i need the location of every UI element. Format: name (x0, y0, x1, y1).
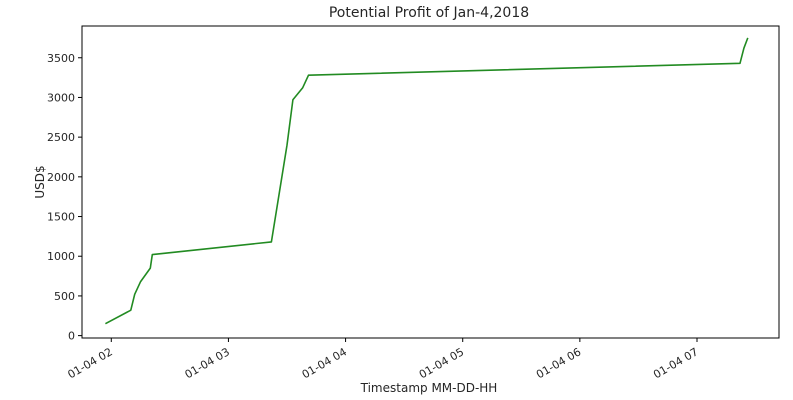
series-line-0 (105, 37, 749, 325)
y-tick-label-6: 3000 (47, 91, 75, 104)
y-tick-label-7: 3500 (47, 52, 75, 65)
x-tick-label-5: 01-04 07 (651, 345, 700, 381)
x-tick-label-2: 01-04 04 (300, 345, 349, 381)
x-axis-label: Timestamp MM-DD-HH (360, 381, 498, 395)
x-tick-label-0: 01-04 02 (65, 345, 114, 381)
y-tick-label-2: 1000 (47, 250, 75, 263)
y-tick-label-3: 1500 (47, 211, 75, 224)
x-tick-label-3: 01-04 05 (417, 345, 466, 381)
plot-area (105, 37, 749, 325)
y-axis-label: USD$ (33, 165, 47, 198)
chart-title: Potential Profit of Jan-4,2018 (329, 5, 529, 21)
x-axis: 01-04 02 01-04 03 01-04 04 01-04 05 01-04 06… (65, 338, 701, 381)
y-tick-label-0: 0 (68, 330, 75, 343)
y-axis: 0 500 1000 1500 2000 2500 3000 3500 (47, 52, 82, 343)
x-tick-label-1: 01-04 03 (183, 345, 232, 381)
plot-frame (81, 25, 780, 339)
y-tick-label-5: 2500 (47, 131, 75, 144)
y-tick-label-4: 2000 (47, 171, 75, 184)
y-tick-label-1: 500 (54, 290, 75, 303)
x-tick-label-4: 01-04 06 (534, 345, 583, 381)
